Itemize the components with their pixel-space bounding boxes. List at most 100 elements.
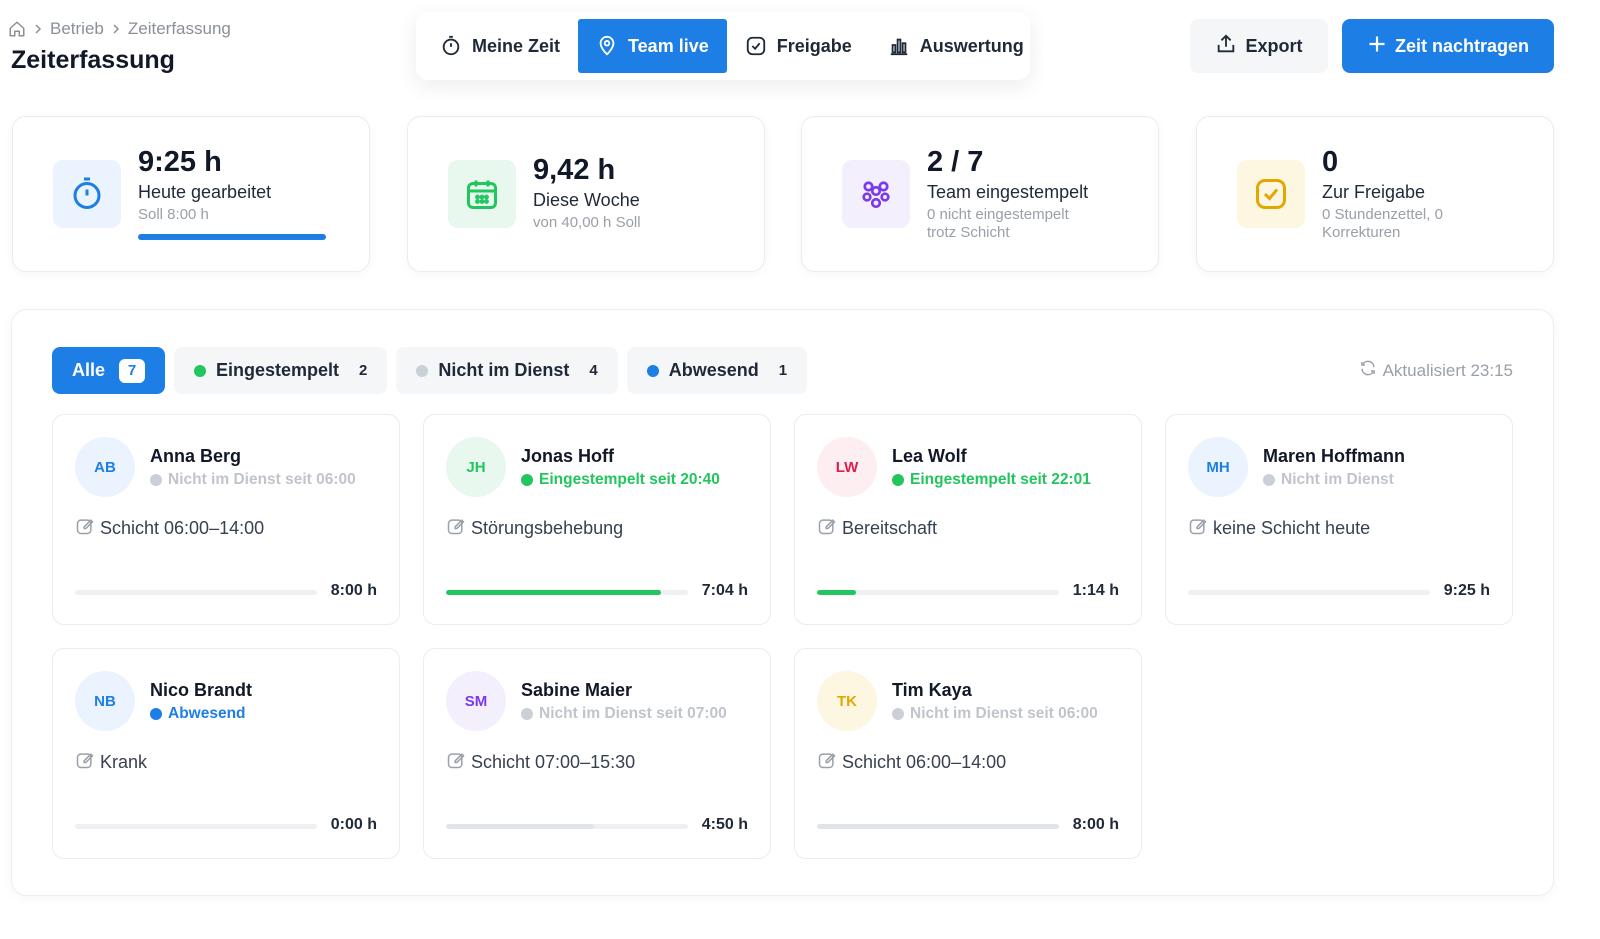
home-icon[interactable] (8, 20, 26, 38)
breadcrumb-item-betrieb[interactable]: Betrieb (50, 19, 104, 38)
status-dot (892, 708, 904, 720)
stat-card-team: 2 / 7 Team eingestempelt 0 nicht eingest… (801, 116, 1159, 272)
employee-note-label: Schicht 06:00–14:00 (100, 518, 265, 538)
avatar-initials: JH (466, 458, 486, 476)
employee-status: Eingestempelt seit 22:01 (892, 471, 1091, 489)
hours-progress-fill (817, 590, 856, 595)
employee-status-label: Eingestempelt seit 22:01 (910, 471, 1091, 488)
employee-card[interactable]: LW Lea Wolf Eingestempelt seit 22:01 Bereit… (794, 414, 1142, 625)
avatar-initials: LW (835, 458, 859, 476)
plus-icon (1367, 34, 1387, 59)
stat-label: Diese Woche (533, 189, 640, 210)
employee-status: Nicht im Dienst (1263, 471, 1394, 489)
hours-progress-track (446, 824, 688, 829)
employee-note-label: Bereitschaft (842, 518, 938, 538)
employee-card[interactable]: TK Tim Kaya Nicht im Dienst seit 06:00 Schi… (794, 648, 1142, 859)
avatar: SM (446, 671, 506, 731)
avatar: JH (446, 437, 506, 497)
employee-hours: 4:50 h (701, 816, 748, 833)
stat-label: Heute gearbeitet (138, 181, 272, 202)
stat-label: Zur Freigabe (1322, 181, 1426, 202)
edit-note-icon (75, 750, 95, 775)
stat-card-week: 9,42 h Diese Woche von 40,00 h Soll (407, 116, 765, 272)
employee-status-label: Abwesend (168, 705, 246, 722)
avatar-initials: TK (837, 692, 857, 710)
employee-card[interactable]: MH Maren Hoffmann Nicht im Dienst keine Sch… (1165, 414, 1513, 625)
check-square-icon (1237, 160, 1305, 228)
stat-sub: von 40,00 h Soll (533, 213, 641, 231)
edit-note-icon (817, 750, 837, 775)
edit-note-icon (446, 750, 466, 775)
employee-status: Nicht im Dienst seit 06:00 (892, 705, 1098, 723)
employee-note: Schicht 07:00–15:30 (446, 750, 635, 775)
filter-alle[interactable]: Alle 7 (52, 347, 166, 394)
filter-nicht-im-dienst[interactable]: Nicht im Dienst 4 (396, 347, 618, 394)
tab-team-live[interactable]: Team live (578, 19, 727, 73)
stat-card-approval: 0 Zur Freigabe 0 Stundenzettel, 0 Korrek… (1196, 116, 1554, 272)
stat-value: 9,42 h (533, 154, 616, 186)
employee-status: Abwesend (150, 705, 246, 723)
employee-hours: 8:00 h (1072, 816, 1119, 833)
team-live-panel: Alle 7 Eingestempelt 2 Nicht im Dienst 4… (11, 309, 1554, 896)
hours-progress-fill (446, 824, 594, 829)
tab-auswertung[interactable]: Auswertung (870, 19, 1042, 73)
employee-name: Nico Brandt (150, 680, 253, 700)
tab-label: Team live (628, 35, 709, 56)
chevron-right-icon (32, 23, 44, 35)
filter-abwesend[interactable]: Abwesend 1 (626, 347, 808, 394)
avatar: LW (817, 437, 877, 497)
page-title: Zeiterfassung (11, 46, 175, 74)
employee-note: Krank (75, 750, 147, 775)
avatar-initials: NB (94, 692, 116, 710)
employee-card[interactable]: SM Sabine Maier Nicht im Dienst seit 07:00… (423, 648, 771, 859)
tab-label: Freigabe (776, 35, 852, 56)
hours-progress-track (1188, 590, 1430, 595)
stat-sub: 0 Stundenzettel, 0 Korrekturen (1322, 205, 1443, 241)
filter-label: Nicht im Dienst (438, 360, 570, 380)
last-updated[interactable]: Aktualisiert 23:15 (1359, 359, 1513, 382)
filter-count: 1 (778, 362, 788, 379)
filter-count: 2 (359, 362, 368, 379)
employee-note-label: keine Schicht heute (1213, 518, 1371, 538)
stat-value: 0 (1322, 146, 1339, 178)
tab-label: Auswertung (919, 35, 1024, 56)
status-dot (521, 474, 533, 486)
filter-count: 4 (589, 362, 598, 379)
today-progress-bar (138, 233, 326, 240)
employee-status: Nicht im Dienst seit 06:00 (150, 471, 356, 489)
edit-note-icon (75, 516, 95, 541)
employee-card[interactable]: AB Anna Berg Nicht im Dienst seit 06:00 Sch… (52, 414, 400, 625)
tab-label: Meine Zeit (472, 35, 561, 56)
employee-card[interactable]: NB Nico Brandt Abwesend Krank 0:00 h (52, 648, 400, 859)
employee-name: Anna Berg (150, 446, 242, 466)
employee-card[interactable]: JH Jonas Hoff Eingestempelt seit 20:40 Stör… (423, 414, 771, 625)
employee-hours: 0:00 h (330, 816, 377, 833)
tab-meine-zeit[interactable]: Meine Zeit (422, 19, 578, 73)
refresh-icon (1359, 359, 1377, 382)
employee-hours: 8:00 h (330, 582, 377, 599)
add-time-label: Zeit nachtragen (1394, 35, 1530, 56)
hours-progress-fill (817, 824, 1059, 829)
stat-label: Team eingestempelt (927, 181, 1089, 202)
employee-name: Maren Hoffmann (1263, 446, 1406, 466)
status-dot (646, 364, 659, 377)
view-tabs: Meine Zeit Team live Freigabe Auswertung (416, 12, 1030, 80)
hours-progress-track (817, 824, 1059, 829)
avatar-initials: MH (1206, 458, 1230, 476)
edit-note-icon (817, 516, 837, 541)
employee-status: Nicht im Dienst seit 07:00 (521, 705, 727, 723)
breadcrumb-item-current: Zeiterfassung (127, 19, 231, 38)
edit-note-icon (1188, 516, 1208, 541)
add-time-button[interactable]: Zeit nachtragen (1342, 19, 1554, 73)
export-button[interactable]: Export (1190, 19, 1328, 73)
avatar-initials: AB (94, 458, 116, 476)
tab-freigabe[interactable]: Freigabe (727, 19, 870, 73)
filter-eingestempelt[interactable]: Eingestempelt 2 (174, 347, 388, 394)
stopwatch-icon (53, 160, 121, 228)
stat-sub: Soll 8:00 h (138, 205, 209, 223)
employee-note: Bereitschaft (817, 516, 937, 541)
stopwatch-icon (440, 35, 462, 57)
hours-progress-track (817, 590, 1059, 595)
filter-count: 7 (119, 358, 146, 383)
employee-hours: 9:25 h (1443, 582, 1490, 599)
